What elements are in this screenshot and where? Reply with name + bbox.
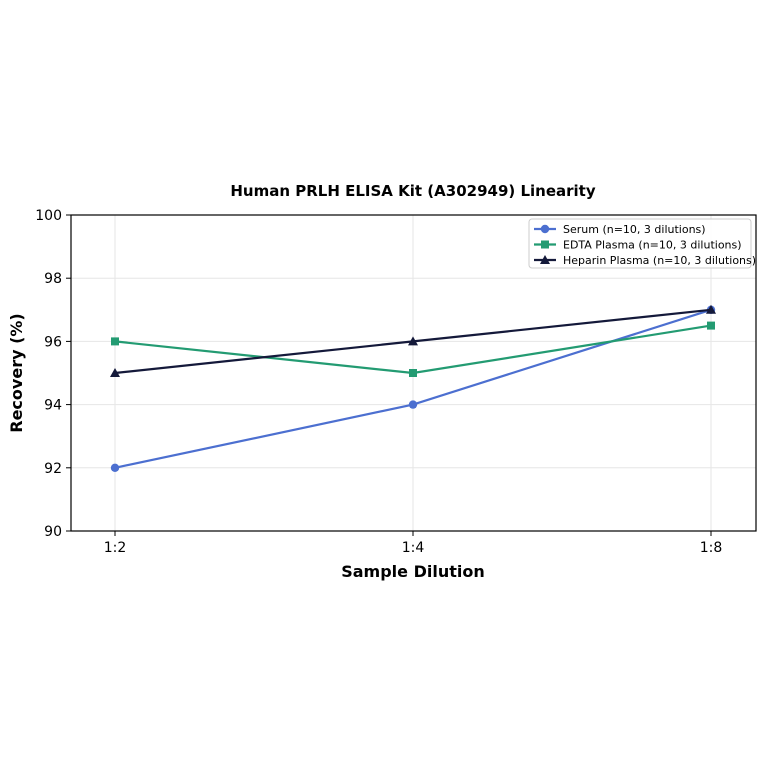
y-tick-label: 98 (44, 271, 62, 287)
legend-entry: Heparin Plasma (n=10, 3 dilutions) (534, 254, 756, 267)
legend-entry: EDTA Plasma (n=10, 3 dilutions) (534, 239, 742, 252)
data-point (706, 304, 716, 314)
legend-marker (541, 240, 549, 249)
y-tick-label: 100 (35, 208, 62, 224)
data-point (110, 463, 120, 472)
legend-label: Heparin Plasma (n=10, 3 dilutions) (563, 254, 756, 267)
series-3 (110, 304, 716, 377)
series-lines (110, 304, 716, 472)
legend-label: EDTA Plasma (n=10, 3 dilutions) (563, 239, 742, 252)
legend-box (528, 218, 752, 269)
series-2 (111, 321, 715, 377)
data-point (707, 321, 715, 330)
chart-title: Human PRLH ELISA Kit (A302949) Linearity (230, 182, 595, 200)
data-point (408, 336, 418, 346)
data-point (110, 368, 120, 377)
legend-marker (540, 224, 550, 234)
y-tick-label: 96 (44, 334, 62, 350)
y-tick-label: 90 (44, 524, 62, 540)
x-axis-ticks: 1:2 1:4 1:8 (104, 531, 723, 556)
legend-label: Serum (n=10, 3 dilutions) (563, 223, 706, 236)
x-tick-label: 1:4 (402, 540, 425, 556)
legend-marker (540, 255, 550, 264)
y-axis-label: Recovery (%) (7, 313, 26, 432)
y-tick-label: 94 (44, 398, 62, 414)
y-tick-label: 92 (44, 461, 62, 477)
data-point (408, 400, 418, 409)
data-point (111, 337, 119, 346)
y-axis-ticks: 90 92 94 96 98 100 (35, 208, 71, 540)
data-point (409, 369, 417, 377)
x-tick-label: 1:8 (700, 540, 723, 556)
legend-entry: Serum (n=10, 3 dilutions) (534, 223, 706, 236)
x-tick-label: 1:2 (104, 540, 127, 556)
legend: Serum (n=10, 3 dilutions) EDTA Plasma (n=… (528, 218, 756, 269)
x-axis-label: Sample Dilution (341, 562, 485, 581)
